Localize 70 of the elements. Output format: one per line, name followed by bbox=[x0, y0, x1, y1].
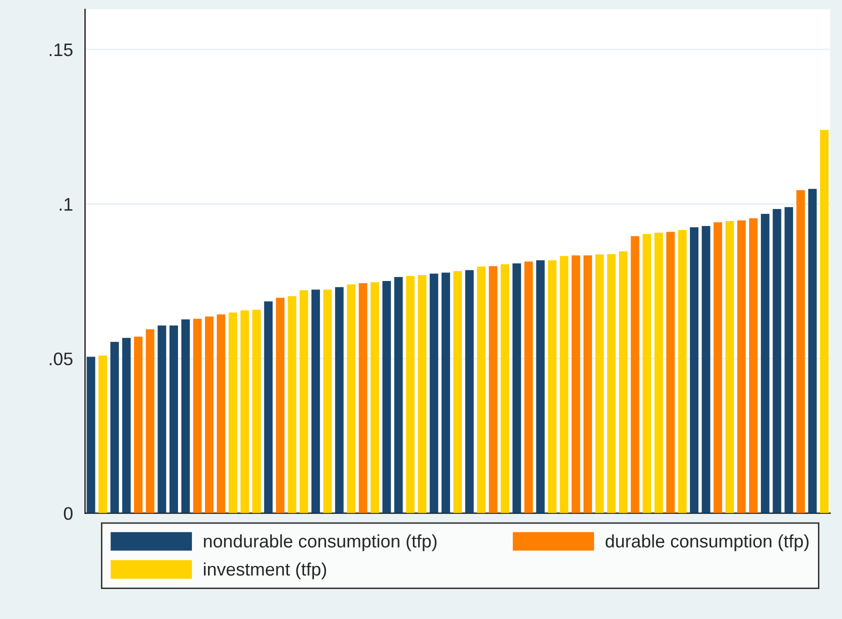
bar bbox=[488, 266, 498, 514]
bar bbox=[500, 264, 510, 514]
bar bbox=[642, 234, 652, 514]
bar bbox=[583, 255, 592, 514]
legend-label: investment (tfp) bbox=[204, 562, 326, 580]
bar bbox=[725, 221, 734, 514]
y-tick-label: .1 bbox=[60, 198, 72, 211]
bar bbox=[453, 271, 462, 514]
bar bbox=[678, 230, 687, 514]
bar bbox=[86, 356, 96, 514]
bar bbox=[630, 236, 640, 514]
bar bbox=[335, 287, 344, 514]
bar bbox=[216, 314, 226, 514]
bar bbox=[98, 356, 108, 514]
bar bbox=[524, 262, 533, 514]
bar bbox=[595, 254, 604, 514]
bar bbox=[370, 282, 380, 514]
legend-label: durable consumption (tfp) bbox=[606, 534, 809, 552]
bar bbox=[654, 232, 663, 514]
bar bbox=[702, 226, 710, 514]
y-tick-label: .15 bbox=[50, 44, 72, 56]
bar bbox=[252, 310, 261, 514]
bar bbox=[394, 276, 403, 514]
bar bbox=[820, 130, 829, 514]
bar bbox=[406, 276, 415, 514]
bar bbox=[808, 188, 817, 514]
bar bbox=[193, 318, 202, 514]
bar bbox=[181, 319, 190, 514]
bar bbox=[560, 256, 568, 514]
bar bbox=[714, 222, 722, 514]
bar bbox=[442, 272, 450, 514]
y-tick-label: 0 bbox=[64, 507, 73, 520]
bar bbox=[204, 316, 214, 514]
bar bbox=[465, 270, 474, 514]
bar bbox=[572, 255, 580, 514]
bar bbox=[264, 301, 273, 514]
bar bbox=[158, 326, 166, 514]
bar bbox=[134, 336, 143, 514]
bar bbox=[666, 232, 675, 514]
bar bbox=[772, 208, 782, 514]
bar bbox=[382, 281, 391, 514]
bar bbox=[477, 266, 486, 514]
bar bbox=[536, 260, 545, 514]
bar bbox=[311, 290, 320, 514]
bar bbox=[276, 298, 284, 514]
bar bbox=[737, 220, 746, 514]
bar bbox=[122, 338, 131, 514]
bar bbox=[548, 260, 557, 514]
bar bbox=[228, 312, 238, 514]
bar bbox=[749, 218, 758, 514]
bar bbox=[760, 214, 770, 514]
bar bbox=[288, 296, 296, 514]
bar bbox=[618, 251, 628, 514]
bar bbox=[346, 284, 356, 514]
bar bbox=[607, 254, 616, 514]
bar bbox=[796, 190, 805, 514]
bar bbox=[110, 342, 119, 514]
bar bbox=[418, 275, 426, 514]
bar bbox=[784, 207, 794, 514]
bar bbox=[512, 263, 522, 514]
bar bbox=[240, 310, 249, 514]
bar bbox=[169, 326, 178, 514]
bar bbox=[690, 227, 698, 514]
bar bbox=[430, 274, 438, 514]
bar bbox=[323, 290, 332, 514]
bar bbox=[358, 283, 368, 514]
bar bbox=[300, 290, 308, 514]
legend-label: nondurable consumption (tfp) bbox=[204, 534, 436, 552]
y-tick-label: .05 bbox=[50, 352, 72, 366]
bar bbox=[146, 329, 154, 514]
